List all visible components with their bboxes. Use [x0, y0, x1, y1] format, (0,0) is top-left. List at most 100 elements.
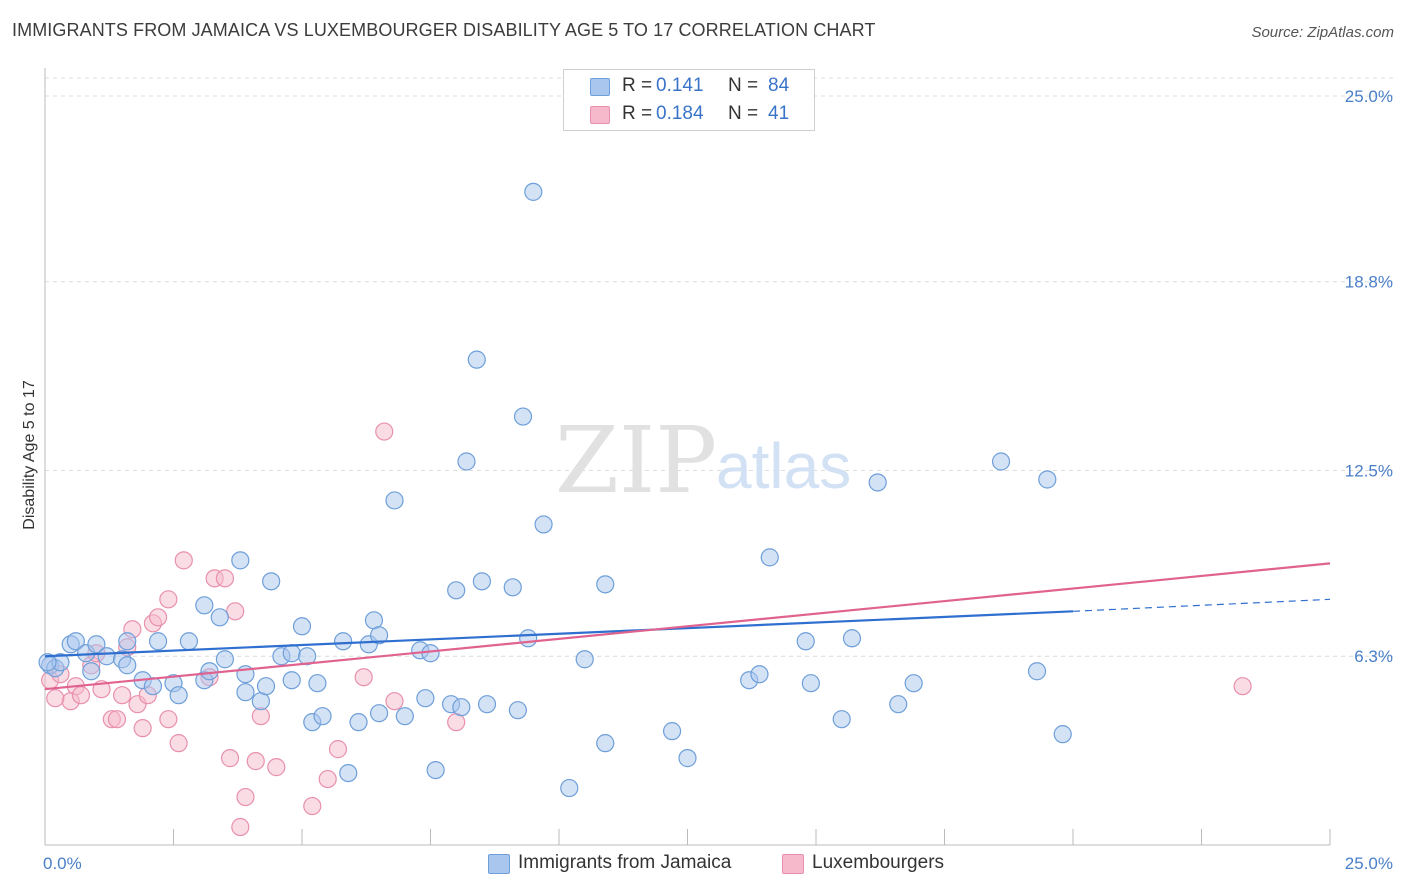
legend-row-lux: R = 0.184 N = 41 — [564, 100, 814, 128]
jamaica-legend-swatch — [488, 854, 510, 874]
watermark: ZIP atlas — [555, 407, 851, 514]
trend-lines — [44, 562, 1331, 691]
data-point — [159, 710, 178, 729]
data-point — [195, 596, 214, 615]
data-point — [148, 632, 168, 651]
data-point — [215, 569, 234, 588]
data-point — [256, 677, 276, 696]
data-point — [118, 656, 137, 675]
jamaica-legend-label: Immigrants from Jamaica — [518, 852, 732, 873]
data-point — [267, 758, 286, 777]
source-credit: Source: ZipAtlas.com — [1251, 24, 1394, 41]
data-point — [107, 710, 127, 729]
data-point — [385, 692, 404, 711]
data-point — [66, 632, 85, 651]
data-point — [308, 674, 327, 693]
data-point — [246, 752, 265, 771]
data-point — [334, 632, 353, 651]
data-point — [375, 422, 394, 441]
data-point — [508, 701, 527, 720]
data-point — [1038, 470, 1057, 489]
data-point — [662, 722, 682, 741]
data-point — [991, 452, 1011, 471]
data-point — [46, 689, 65, 708]
data-point — [452, 698, 471, 717]
data-point — [477, 695, 497, 714]
n-value: 84 — [768, 75, 790, 96]
r-value: 0.141 — [656, 75, 704, 96]
data-point — [457, 452, 476, 471]
data-point — [38, 653, 57, 672]
series-legend: Immigrants from Jamaica Luxembourgers — [0, 851, 1406, 879]
watermark-atlas: atlas — [716, 430, 851, 502]
data-point — [524, 182, 543, 201]
data-point — [560, 778, 579, 798]
data-point — [236, 787, 255, 807]
data-point — [760, 548, 779, 567]
data-point — [1027, 662, 1047, 681]
series-jamaica — [38, 182, 1072, 798]
data-point — [210, 608, 229, 627]
axes — [44, 68, 1331, 846]
x-tick-label: 0.0% — [43, 854, 82, 873]
data-point — [416, 689, 435, 708]
data-point — [71, 686, 91, 705]
x-tick-label: 25.0% — [1345, 854, 1393, 873]
lux-legend-swatch — [782, 854, 804, 874]
data-point — [159, 590, 178, 609]
r-label: R = — [622, 75, 653, 96]
legend-row-jamaica: R = 0.141 N = 84 — [564, 72, 814, 100]
data-point — [82, 662, 101, 681]
lux-swatch — [590, 106, 610, 124]
data-point — [169, 686, 188, 705]
lux-legend-label: Luxembourgers — [812, 852, 945, 873]
trend-extension-jamaica — [1072, 598, 1331, 612]
data-point — [112, 686, 132, 705]
y-tick-label: 18.8% — [1345, 273, 1393, 292]
data-point — [575, 650, 594, 669]
data-point — [596, 575, 615, 594]
correlation-legend: R = 0.141 N = 84 R = 0.184 N = 41 — [563, 69, 815, 131]
y-tick-label: 25.0% — [1345, 87, 1393, 106]
data-point — [385, 491, 404, 510]
r-label: R = — [622, 103, 653, 124]
y-tick-labels: 6.3% 12.5% 18.8% 25.0% — [1345, 87, 1393, 666]
data-point — [215, 650, 234, 669]
data-point — [174, 551, 193, 570]
r-value: 0.184 — [656, 103, 704, 124]
data-point — [889, 695, 908, 714]
data-point — [370, 626, 389, 645]
data-point — [1053, 725, 1072, 744]
data-point — [519, 629, 538, 648]
data-point — [226, 602, 245, 621]
data-point — [904, 674, 923, 693]
jamaica-swatch — [590, 78, 610, 96]
data-point — [796, 632, 815, 651]
data-point — [1233, 677, 1252, 696]
n-value: 41 — [768, 103, 790, 124]
data-point — [328, 740, 348, 759]
data-point — [298, 647, 317, 666]
trend-line-jamaica — [44, 610, 1074, 658]
trend-line-lux — [44, 562, 1331, 691]
data-point — [231, 551, 250, 570]
data-point — [313, 707, 332, 726]
data-point — [318, 769, 337, 789]
grid-lines — [45, 77, 1395, 657]
data-point — [148, 608, 168, 627]
data-point — [447, 581, 466, 600]
y-tick-label: 12.5% — [1345, 461, 1393, 480]
data-point — [349, 713, 368, 732]
data-point — [832, 710, 851, 729]
data-point — [868, 473, 887, 492]
data-point — [467, 350, 486, 369]
data-point — [370, 704, 389, 723]
data-point — [133, 719, 152, 738]
data-point — [292, 617, 312, 636]
data-point — [97, 647, 116, 666]
data-point — [303, 796, 322, 816]
data-point — [596, 734, 615, 753]
y-tick-label: 6.3% — [1354, 647, 1393, 666]
data-point — [801, 674, 820, 693]
